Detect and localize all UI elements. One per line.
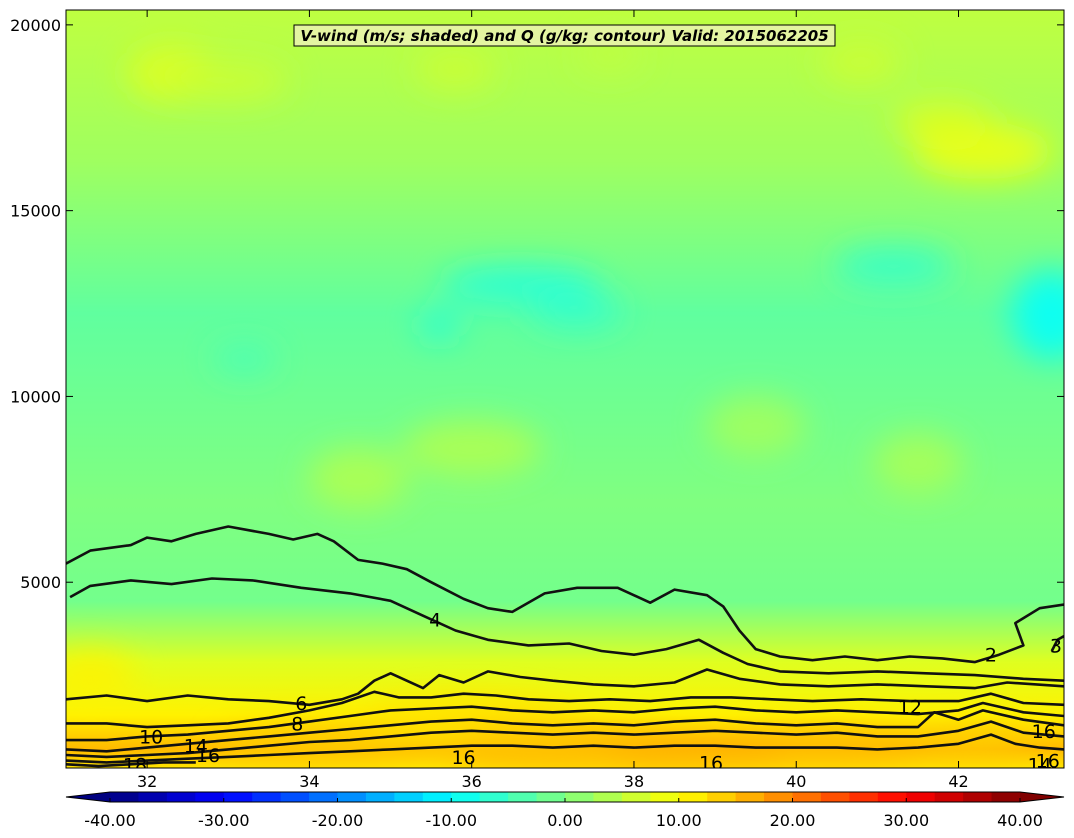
colorbar-segment [735, 792, 765, 802]
y-tick-label: 10000 [10, 387, 61, 406]
contour-label: 14 [1028, 754, 1052, 776]
colorbar-segment [678, 792, 708, 802]
colorbar-segment [195, 792, 225, 802]
colorbar-segment [508, 792, 538, 802]
q-contour-18 [66, 761, 196, 768]
contour-label: 8 [291, 713, 303, 735]
x-axis: 32 34 36 38 40 42 [137, 10, 969, 791]
y-tick-label: 5000 [20, 573, 61, 592]
colorbar-tick-label: 20.00 [770, 811, 816, 830]
chart-title-box: V-wind (m/s; shaded) and Q (g/kg; contou… [293, 24, 836, 47]
q-contour-14 [66, 720, 1064, 759]
contour-label: 18 [123, 754, 147, 776]
contour-label: 12 [898, 697, 922, 719]
colorbar-tick-label: -40.00 [84, 811, 136, 830]
colorbar-segment [451, 792, 481, 802]
x-tick-label: 34 [299, 772, 319, 791]
colorbar-segment [877, 792, 907, 802]
contour-label: 6 [295, 693, 307, 715]
colorbar-segment [650, 792, 680, 802]
colorbar-segment [963, 792, 993, 802]
q-contour-3 [1050, 634, 1064, 652]
colorbar-segment [337, 792, 367, 802]
colorbar-tick-label: -10.00 [425, 811, 477, 830]
contour-label: 2 [985, 645, 997, 667]
contour-label: 4 [429, 609, 441, 631]
x-tick-label: 40 [786, 772, 806, 791]
colorbar-segment [223, 792, 253, 802]
chart-title: V-wind (m/s; shaded) and Q (g/kg; contou… [300, 27, 828, 45]
colorbar: -40.00 -30.00 -20.00 -10.00 0.00 10.00 20.00 30… [65, 791, 1065, 830]
vwind-shading-base [66, 10, 1064, 768]
q-contour-16 [66, 733, 1064, 764]
colorbar-segment [280, 792, 310, 802]
contour-label: 14 [184, 736, 208, 758]
q-contour-10 [66, 701, 1064, 742]
colorbar-segment [764, 792, 793, 802]
q-contour-2 [66, 525, 1064, 664]
colorbar-segment [991, 792, 1021, 802]
vwind-shading-blobs [66, 38, 1064, 768]
colorbar-segment [934, 792, 964, 802]
colorbar-segment [849, 792, 879, 802]
contour-label: 16 [196, 745, 220, 767]
colorbar-segment [394, 792, 424, 802]
plot-frame [65, 9, 1065, 769]
y-tick-label: 15000 [10, 202, 61, 221]
contour-label: 16 [451, 747, 475, 769]
colorbar-tick-label: 40.00 [997, 811, 1043, 830]
q-contour-6 [66, 668, 1064, 707]
colorbar-segment [365, 792, 395, 802]
colorbar-segment [479, 792, 509, 802]
colorbar-segment [110, 792, 139, 802]
colorbar-segment [422, 792, 452, 802]
colorbar-max-arrow [1020, 792, 1064, 802]
colorbar-tick-label: -30.00 [198, 811, 250, 830]
colorbar-segment [593, 792, 623, 802]
colorbar-tick-label: 0.00 [547, 811, 583, 830]
contour-label: 10 [139, 726, 163, 748]
x-tick-label: 42 [948, 772, 968, 791]
contour-label: 16 [1036, 751, 1060, 773]
colorbar-segment [309, 792, 338, 802]
y-axis: 5000 10000 15000 20000 [10, 16, 1064, 592]
y-tick-label: 20000 [10, 16, 61, 35]
colorbar-segment [792, 792, 822, 802]
contour-label: 16 [699, 752, 723, 774]
colorbar-segment [166, 792, 196, 802]
colorbar-segment [707, 792, 737, 802]
q-contour-12 [66, 709, 1064, 753]
colorbar-segment [252, 792, 282, 802]
contour-label: 16 [1032, 721, 1056, 743]
q-contour-8 [66, 690, 1064, 729]
colorbar-segment [565, 792, 594, 802]
colorbar-tick-label: 30.00 [883, 811, 929, 830]
colorbar-segment [906, 792, 936, 802]
q-contour-4 [69, 577, 1064, 682]
colorbar-segment [138, 792, 168, 802]
x-tick-label: 36 [462, 772, 482, 791]
colorbar-tick-label: 10.00 [656, 811, 702, 830]
q-contours [66, 525, 1064, 768]
x-tick-label: 38 [624, 772, 644, 791]
colorbar-segment [820, 792, 850, 802]
colorbar-tick-label: -20.00 [312, 811, 364, 830]
contour-label: 3 [1050, 635, 1062, 657]
x-tick-label: 32 [137, 772, 157, 791]
colorbar-min-arrow [66, 792, 110, 802]
colorbar-segment [536, 792, 566, 802]
colorbar-segment [621, 792, 651, 802]
